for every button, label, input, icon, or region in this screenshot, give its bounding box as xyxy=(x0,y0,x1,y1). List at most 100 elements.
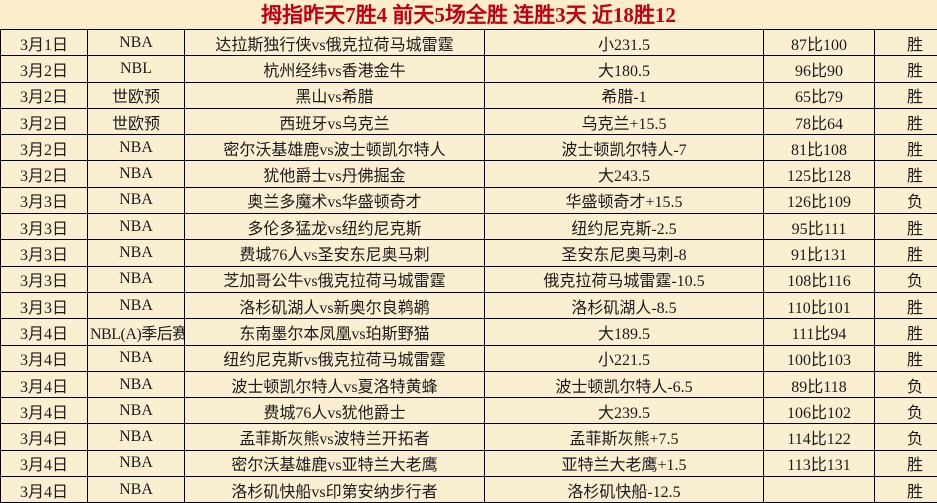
cell-match: 东南墨尔本凤凰vs珀斯野猫 xyxy=(185,319,485,345)
cell-match: 洛杉矶湖人vs新奥尔良鹈鹕 xyxy=(185,292,485,318)
cell-league: NBL xyxy=(88,56,185,82)
cell-match: 洛杉矶快船vs印第安纳步行者 xyxy=(185,477,485,503)
cell-score: 106比102 xyxy=(764,398,875,424)
cell-league: NBA xyxy=(88,240,185,266)
cell-score: 125比128 xyxy=(764,161,875,187)
cell-pick: 亚特兰大老鹰+1.5 xyxy=(485,450,764,476)
cell-result: 负 xyxy=(875,371,937,397)
cell-match: 费城76人vs圣安东尼奥马刺 xyxy=(185,240,485,266)
cell-date: 3月4日 xyxy=(1,450,88,476)
cell-date: 3月3日 xyxy=(1,240,88,266)
cell-match: 纽约尼克斯vs俄克拉荷马城雷霆 xyxy=(185,345,485,371)
cell-date: 3月4日 xyxy=(1,398,88,424)
cell-pick: 洛杉矶快船-12.5 xyxy=(485,477,764,503)
cell-pick: 希腊-1 xyxy=(485,82,764,108)
cell-result: 负 xyxy=(875,266,937,292)
cell-score: 81比108 xyxy=(764,135,875,161)
cell-date: 3月3日 xyxy=(1,292,88,318)
cell-pick: 俄克拉荷马城雷霆-10.5 xyxy=(485,266,764,292)
cell-league: NBA xyxy=(88,424,185,450)
cell-match: 波士顿凯尔特人vs夏洛特黄蜂 xyxy=(185,371,485,397)
cell-result: 胜 xyxy=(875,345,937,371)
cell-league: NBA xyxy=(88,450,185,476)
cell-date: 3月4日 xyxy=(1,345,88,371)
cell-result: 负 xyxy=(875,424,937,450)
cell-match: 犹他爵士vs丹佛掘金 xyxy=(185,161,485,187)
cell-league: NBA xyxy=(88,187,185,213)
cell-result: 胜 xyxy=(875,214,937,240)
cell-league: NBA xyxy=(88,292,185,318)
cell-pick: 洛杉矶湖人-8.5 xyxy=(485,292,764,318)
cell-league: NBA xyxy=(88,345,185,371)
cell-pick: 乌克兰+15.5 xyxy=(485,108,764,134)
cell-pick: 波士顿凯尔特人-6.5 xyxy=(485,371,764,397)
cell-score: 126比109 xyxy=(764,187,875,213)
cell-result: 负 xyxy=(875,398,937,424)
cell-result: 胜 xyxy=(875,135,937,161)
cell-score: 89比118 xyxy=(764,371,875,397)
cell-pick: 小231.5 xyxy=(485,30,764,56)
cell-match: 杭州经纬vs香港金牛 xyxy=(185,56,485,82)
cell-league: NBA xyxy=(88,477,185,503)
cell-pick: 纽约尼克斯-2.5 xyxy=(485,214,764,240)
cell-result: 胜 xyxy=(875,292,937,318)
cell-result: 胜 xyxy=(875,30,937,56)
cell-league: NBA xyxy=(88,214,185,240)
cell-result: 胜 xyxy=(875,82,937,108)
cell-match: 达拉斯独行侠vs俄克拉荷马城雷霆 xyxy=(185,30,485,56)
cell-pick: 孟菲斯灰熊+7.5 xyxy=(485,424,764,450)
cell-score: 95比111 xyxy=(764,214,875,240)
cell-date: 3月4日 xyxy=(1,371,88,397)
cell-result: 胜 xyxy=(875,161,937,187)
cell-match: 多伦多猛龙vs纽约尼克斯 xyxy=(185,214,485,240)
cell-league: NBA xyxy=(88,371,185,397)
cell-league: NBA xyxy=(88,161,185,187)
cell-score: 110比101 xyxy=(764,292,875,318)
page-title: 拇指昨天7胜4 前天5场全胜 连胜3天 近18胜12 xyxy=(261,0,676,29)
cell-date: 3月3日 xyxy=(1,187,88,213)
cell-date: 3月2日 xyxy=(1,56,88,82)
cell-result: 胜 xyxy=(875,450,937,476)
cell-match: 奥兰多魔术vs华盛顿奇才 xyxy=(185,187,485,213)
cell-match: 孟菲斯灰熊vs波特兰开拓者 xyxy=(185,424,485,450)
cell-league: NBA xyxy=(88,266,185,292)
cell-score: 78比64 xyxy=(764,108,875,134)
cell-result: 胜 xyxy=(875,319,937,345)
cell-pick: 小221.5 xyxy=(485,345,764,371)
cell-pick: 华盛顿奇才+15.5 xyxy=(485,187,764,213)
cell-score: 65比79 xyxy=(764,82,875,108)
cell-result: 胜 xyxy=(875,240,937,266)
cell-score xyxy=(764,477,875,503)
cell-date: 3月2日 xyxy=(1,135,88,161)
cell-pick: 大239.5 xyxy=(485,398,764,424)
cell-date: 3月3日 xyxy=(1,266,88,292)
cell-result: 负 xyxy=(875,187,937,213)
cell-match: 芝加哥公牛vs俄克拉荷马城雷霆 xyxy=(185,266,485,292)
cell-match: 密尔沃基雄鹿vs亚特兰大老鹰 xyxy=(185,450,485,476)
cell-pick: 大180.5 xyxy=(485,56,764,82)
cell-score: 96比90 xyxy=(764,56,875,82)
cell-league: 世欧预 xyxy=(88,108,185,134)
cell-match: 黑山vs希腊 xyxy=(185,82,485,108)
cell-result: 胜 xyxy=(875,477,937,503)
cell-match: 密尔沃基雄鹿vs波士顿凯尔特人 xyxy=(185,135,485,161)
